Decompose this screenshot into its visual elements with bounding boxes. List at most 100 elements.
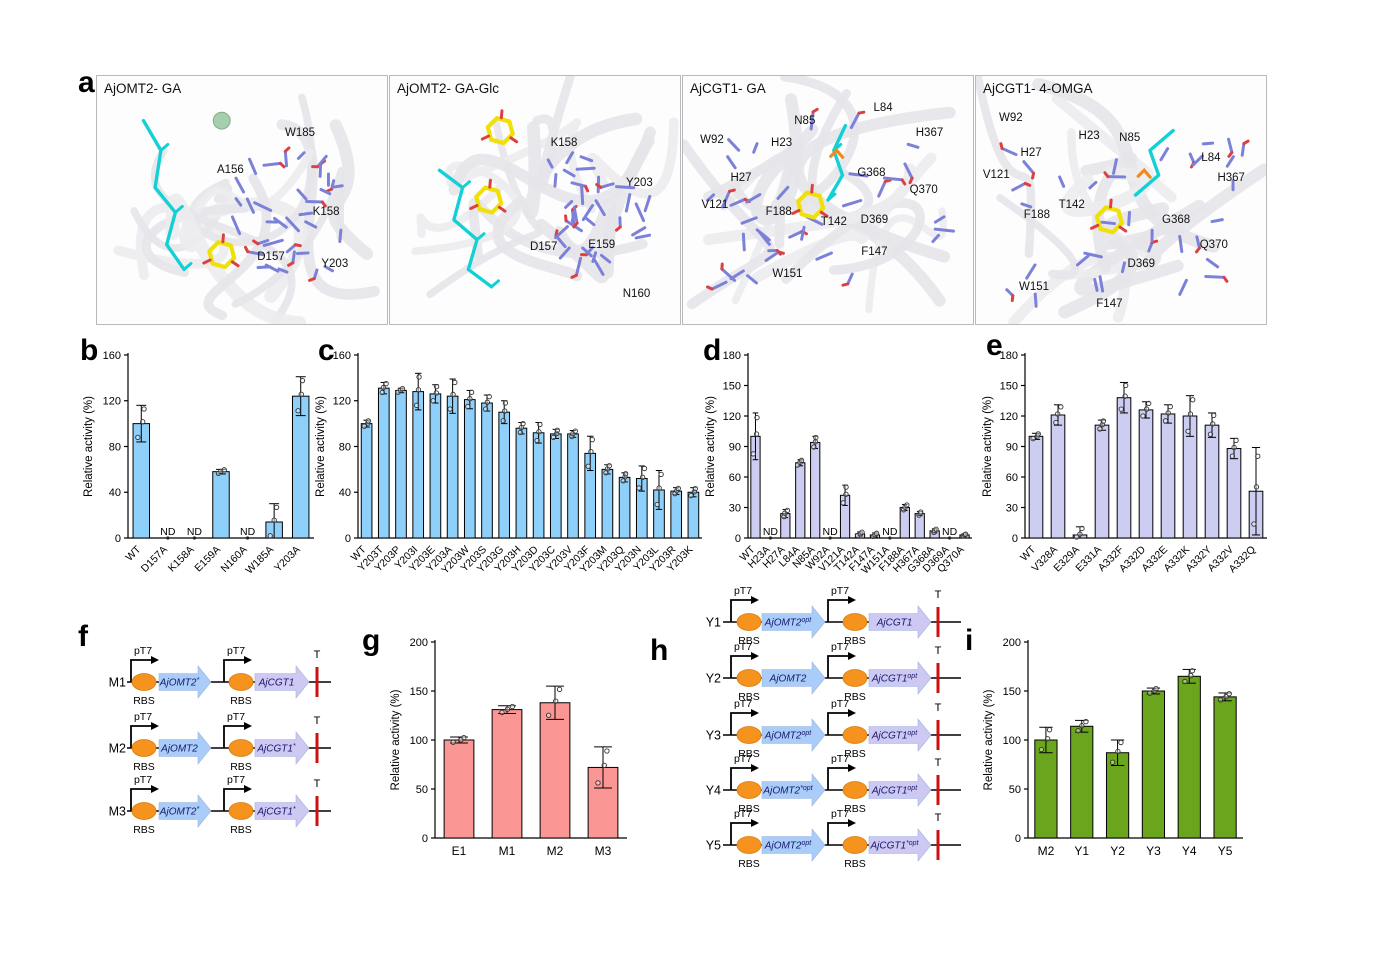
data-point [267,533,273,539]
data-point [1146,400,1152,407]
data-point [1229,453,1236,459]
data-point [1123,382,1129,389]
data-point [415,387,422,393]
y-tick-label: 90 [1006,441,1018,453]
y-tick-label: 40 [109,487,121,499]
gene-arrow [868,773,932,807]
residue-label: Q370 [909,184,938,197]
gene-arrow [761,773,826,807]
chart-g: 0 50 100 150 200 Relative activity (%) E1 M1 M2 M… [390,637,627,858]
y-tick-label: 160 [103,350,121,362]
bar-Y203K [687,491,700,539]
data-point [1140,413,1146,419]
data-point [1035,431,1041,437]
rbs-label: RBS [738,803,760,815]
construct-row-Y3: Y3 pT7 RBS AjOMT2opt pT7 RBS AjCGT1opt T [706,698,961,760]
gene-arrow [761,605,826,639]
data-point [450,739,456,745]
x-tick-label: Y3 [1146,844,1161,858]
data-point [482,406,489,412]
residue-label: D369 [860,213,889,226]
data-point [1083,718,1089,725]
data-point [554,427,560,433]
data-point [1079,723,1085,729]
y-tick-label: 0 [115,533,121,545]
residue-label: V121 [982,169,1010,182]
gene-label: AjOMT2 [769,674,807,685]
rbs-shape [736,726,762,744]
rbs-label: RBS [844,858,866,870]
promoter-label: pT7 [134,774,152,786]
bar-V328A [1050,414,1066,539]
x-tick-label: W185A [243,544,276,577]
y-tick-label: 200 [1003,637,1021,649]
data-point [1097,426,1103,432]
promoter-label: pT7 [227,774,245,786]
data-point [656,485,662,491]
data-point [299,377,306,384]
molecular-structure-rendering [411,76,679,299]
gene-arrow [868,605,932,639]
y-tick-label: 60 [729,472,741,484]
bar-Y203G [498,411,511,539]
bar-A332E [1160,413,1176,539]
residue-label: W92 [700,134,724,147]
x-tick-label: E1 [452,844,467,858]
x-tick-label: WT [123,543,143,563]
y-axis-label: Relative activity (%) [390,689,402,790]
data-point [273,504,280,510]
structure-panel-1: AjOMT2- GA A156 W185 K158 D157 Y203 [96,75,388,325]
y-tick-label: 80 [109,441,121,453]
data-point [500,418,506,424]
x-tick-label: M3 [595,844,612,858]
promoter-label: pT7 [734,753,752,765]
y-axis-label: Relative activity (%) [983,689,995,790]
chart-b: 0 40 80 120 160 Relative activity (%) WT ND D157… [83,350,314,577]
rbs-shape [842,613,868,631]
residue-label: G368 [857,166,886,179]
construct-row-Y1: Y1 pT7 RBS AjOMT2opt pT7 RBS AjCGT1 T [706,585,961,647]
y-tick-label: 30 [729,502,741,514]
panel-letter-e: e [986,329,1003,362]
panel-letter-c: c [318,334,335,367]
structure-panel-4: AjCGT1- 4-OMGA W92 H23 N85 H27 L84 H367 V121 T14… [975,75,1267,325]
gene-label: AjOMT2opt [764,617,812,629]
data-point [546,712,552,718]
y-tick-label: 50 [1009,784,1021,796]
data-point [486,393,492,400]
y-tick-label: 100 [410,735,428,747]
promoter-label: pT7 [831,585,849,597]
data-point [812,439,819,445]
bar-N85A [810,441,821,539]
data-point [859,529,865,535]
data-point [295,408,301,414]
data-point [534,437,540,444]
data-point [450,391,456,398]
data-point [447,406,453,412]
gene-label: AjCGT1opt [871,730,918,742]
panel-letter-b: b [80,334,99,367]
x-tick-label: M2 [1038,844,1055,858]
y-axis-label: Relative activity (%) [705,396,717,497]
bar-Y203S [481,402,493,539]
residue-label: E159 [588,238,616,251]
data-point [688,493,694,499]
data-point [1231,444,1237,451]
residue-label: H367 [915,127,944,140]
data-point [840,500,846,506]
terminator-label: T [935,589,942,601]
data-point [658,471,664,478]
y-tick-label: 0 [422,833,428,845]
gene-arrow [254,794,310,828]
structure-title: AjOMT2- GA-Glc [397,81,500,96]
x-tick-label: K158A [166,544,197,575]
residue-label: H27 [1020,146,1042,159]
residue-label: D157 [529,241,558,254]
residue-label: F188 [765,206,792,219]
panel-letter-h: h [650,634,669,667]
y-tick-label: 30 [1006,502,1018,514]
gene-arrow [868,718,932,752]
x-tick-label: Y1 [1074,844,1089,858]
data-point [1182,678,1188,685]
bar-M1 [491,709,523,839]
